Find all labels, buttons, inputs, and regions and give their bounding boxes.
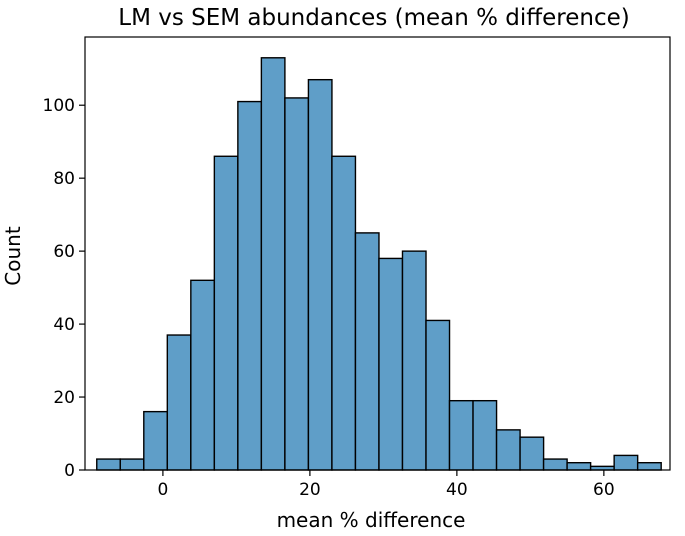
ticks-layer: 0 20 40 60 0 20 40 60 80 100 [43,96,615,500]
histogram-bar-19 [542,458,568,471]
y-tick-label-100: 100 [43,96,75,116]
histogram-bar-17 [495,429,521,471]
histogram-bar-23 [636,462,662,471]
x-tick-label-60: 60 [593,480,615,500]
x-tick-label-0: 0 [157,480,168,500]
y-tick-label-60: 60 [53,242,75,262]
plot-frame [84,36,671,471]
histogram-bar-4 [190,279,216,471]
histogram-bar-2 [143,410,169,471]
histogram-bar-18 [519,436,545,471]
y-tick-label-0: 0 [64,461,75,481]
histogram-bar-1 [119,458,145,471]
histogram-bar-5 [213,155,239,471]
histogram-bar-14 [425,319,451,471]
histogram-bar-3 [166,334,192,471]
histogram-bar-22 [613,454,639,471]
x-tick-label-40: 40 [446,480,468,500]
histogram-bar-10 [331,155,357,471]
chart-title: LM vs SEM abundances (mean % difference) [118,5,629,31]
y-tick-label-80: 80 [53,169,75,189]
histogram-bar-9 [307,78,333,471]
y-axis-label: Count [1,226,25,286]
x-axis-label: mean % difference [277,508,466,531]
histogram-bar-20 [566,462,592,471]
y-tick-label-20: 20 [53,388,75,408]
y-tick-label-40: 40 [53,315,75,335]
histogram-bar-13 [401,250,427,471]
histogram-bar-11 [354,232,380,471]
histogram-bar-6 [237,100,263,471]
histogram-bar-15 [448,399,474,471]
bars-layer [96,57,662,471]
histogram-bar-16 [472,399,498,471]
histogram-bar-7 [260,57,286,471]
histogram-bar-8 [284,97,310,471]
x-tick-label-20: 20 [299,480,321,500]
histogram-bar-0 [96,458,121,471]
histogram-bar-12 [378,257,404,471]
